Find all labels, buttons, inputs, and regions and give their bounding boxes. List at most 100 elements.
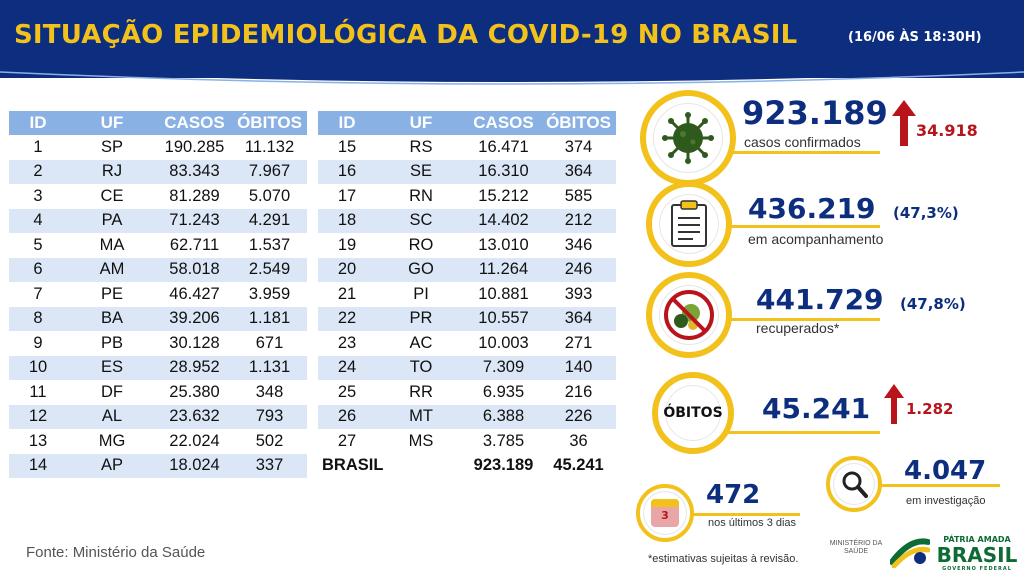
column-header-uf: UF (67, 111, 157, 135)
row-casos: 16.310 (466, 159, 541, 184)
column-header-uf: UF (376, 111, 466, 135)
ministry-logo-text: MINISTÉRIO DA SAÚDE (829, 540, 883, 555)
row-casos: 7.309 (466, 355, 541, 380)
calendar-number: 3 (661, 509, 669, 522)
table-row: 13 MG 22.024 502 (9, 429, 307, 454)
row-id: 7 (9, 282, 67, 307)
row-obitos: 4.291 (232, 208, 307, 233)
table-row: 7 PE 46.427 3.959 (9, 282, 307, 307)
row-id: 8 (9, 306, 67, 331)
brazil-flag-logo (890, 538, 930, 568)
recovered-percent: (47,8%) (900, 295, 966, 313)
row-uf: AC (376, 331, 466, 356)
row-obitos: 337 (232, 453, 307, 478)
table-row: 27 MS 3.785 36 (318, 429, 616, 454)
row-obitos: 374 (541, 135, 616, 160)
row-casos: 16.471 (466, 135, 541, 160)
row-id: 17 (318, 184, 376, 209)
row-id: 4 (9, 208, 67, 233)
states-table-right: ID UF CASOS ÓBITOS 15 RS 16.471 374 16 SE 16.3… (318, 111, 616, 478)
revision-note: *estimativas sujeitas à revisão. (648, 553, 799, 565)
row-obitos: 346 (541, 233, 616, 258)
magnifier-icon (842, 471, 868, 498)
row-id: 13 (9, 429, 67, 454)
row-obitos: 36 (541, 429, 616, 454)
increase-arrow-icon (884, 384, 904, 424)
total-label: BRASIL (318, 453, 466, 478)
table-row: 20 GO 11.264 246 (318, 257, 616, 282)
row-obitos: 585 (541, 184, 616, 209)
confirmed-ring (640, 90, 736, 186)
monitoring-label: em acompanhamento (748, 231, 884, 247)
row-obitos: 1.537 (232, 233, 307, 258)
table-row: 2 RJ 83.343 7.967 (9, 159, 307, 184)
row-casos: 10.003 (466, 331, 541, 356)
row-casos: 6.935 (466, 380, 541, 405)
row-casos: 15.212 (466, 184, 541, 209)
row-obitos: 216 (541, 380, 616, 405)
row-obitos: 671 (232, 331, 307, 356)
investigation-ring (826, 456, 882, 512)
row-obitos: 7.967 (232, 159, 307, 184)
row-id: 6 (9, 257, 67, 282)
no-virus-icon (664, 290, 714, 340)
row-casos: 81.289 (157, 184, 232, 209)
brand-line-1: PÁTRIA AMADA (943, 535, 1011, 544)
row-uf: AL (67, 404, 157, 429)
row-uf: AM (67, 257, 157, 282)
row-uf: MA (67, 233, 157, 258)
deaths-delta: 1.282 (906, 400, 954, 418)
row-obitos: 5.070 (232, 184, 307, 209)
recovered-badge (660, 286, 718, 344)
confirmed-value: 923.189 (742, 94, 888, 132)
row-obitos: 226 (541, 404, 616, 429)
row-uf: RO (376, 233, 466, 258)
confirmed-underline (700, 151, 880, 154)
table-row: 21 PI 10.881 393 (318, 282, 616, 307)
row-id: 22 (318, 306, 376, 331)
table-row: 23 AC 10.003 271 (318, 331, 616, 356)
row-casos: 13.010 (466, 233, 541, 258)
confirmed-label: casos confirmados (744, 134, 861, 150)
row-id: 11 (9, 380, 67, 405)
column-header-casos: CASOS (466, 111, 541, 135)
brand-line-3: GOVERNO FEDERAL (942, 566, 1012, 572)
column-header-casos: CASOS (157, 111, 232, 135)
row-obitos: 271 (541, 331, 616, 356)
row-id: 5 (9, 233, 67, 258)
row-uf: MS (376, 429, 466, 454)
monitoring-ring (646, 181, 732, 267)
row-id: 21 (318, 282, 376, 307)
row-casos: 83.343 (157, 159, 232, 184)
table-row: 4 PA 71.243 4.291 (9, 208, 307, 233)
table-row: 3 CE 81.289 5.070 (9, 184, 307, 209)
row-uf: RR (376, 380, 466, 405)
row-uf: MT (376, 404, 466, 429)
last3days-ring: 3 (636, 484, 694, 542)
table-row: 24 TO 7.309 140 (318, 355, 616, 380)
investigation-value: 4.047 (904, 456, 987, 486)
table-row: 9 PB 30.128 671 (9, 331, 307, 356)
row-obitos: 212 (541, 208, 616, 233)
row-id: 12 (9, 404, 67, 429)
monitoring-underline (700, 225, 880, 228)
table-row: 12 AL 23.632 793 (9, 404, 307, 429)
row-casos: 10.557 (466, 306, 541, 331)
row-id: 20 (318, 257, 376, 282)
deaths-word: ÓBITOS (663, 405, 723, 421)
row-id: 10 (9, 355, 67, 380)
row-uf: GO (376, 257, 466, 282)
row-casos: 28.952 (157, 355, 232, 380)
brand-line-2: BRASIL (936, 543, 1018, 567)
virus-icon (662, 112, 714, 164)
table-row: 16 SE 16.310 364 (318, 159, 616, 184)
deaths-value: 45.241 (762, 392, 871, 425)
total-casos: 923.189 (466, 453, 541, 478)
row-casos: 23.632 (157, 404, 232, 429)
source-note: Fonte: Ministério da Saúde (26, 544, 206, 561)
column-header-id: ID (9, 111, 67, 135)
table-row: 18 SC 14.402 212 (318, 208, 616, 233)
header-swoosh (0, 62, 1024, 85)
row-obitos: 2.549 (232, 257, 307, 282)
row-uf: PI (376, 282, 466, 307)
